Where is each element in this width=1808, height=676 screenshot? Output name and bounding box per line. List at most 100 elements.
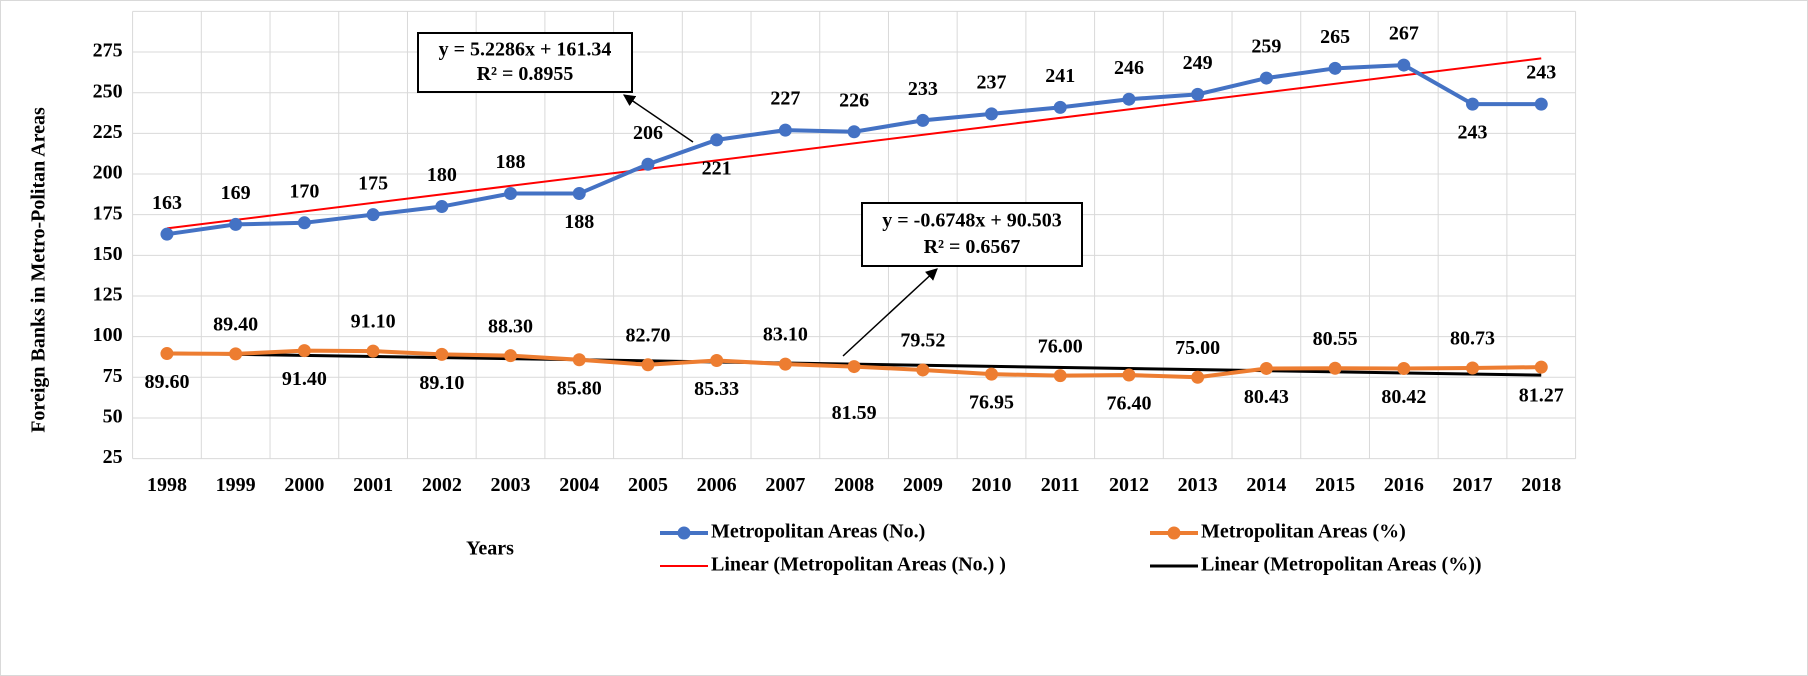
data-label: 85.33 <box>694 378 739 400</box>
marker <box>160 227 174 241</box>
data-label: 227 <box>770 88 800 110</box>
y-tick-label: 175 <box>93 202 123 224</box>
marker <box>1259 71 1273 85</box>
data-label: 249 <box>1183 52 1213 74</box>
marker <box>504 349 518 363</box>
marker <box>366 344 380 358</box>
marker <box>1534 97 1548 111</box>
x-tick-label: 2016 <box>1384 474 1424 496</box>
marker <box>572 187 586 201</box>
marker <box>229 217 243 231</box>
x-tick-label: 2004 <box>559 474 599 496</box>
x-tick-label: 2015 <box>1315 474 1355 496</box>
data-label: 80.42 <box>1381 386 1426 408</box>
marker <box>435 347 449 361</box>
x-tick-label: 2014 <box>1246 474 1286 496</box>
marker <box>160 347 174 361</box>
x-tick-label: 2006 <box>697 474 737 496</box>
data-label: 81.27 <box>1519 385 1564 407</box>
y-tick-label: 225 <box>93 121 123 143</box>
data-label: 75.00 <box>1175 337 1220 359</box>
marker <box>229 347 243 361</box>
data-label: 88.30 <box>488 315 533 337</box>
x-tick-label: 2018 <box>1521 474 1561 496</box>
marker <box>1122 92 1136 106</box>
marker <box>1328 61 1342 75</box>
y-tick-label: 250 <box>93 80 123 102</box>
annotation-equation: y = -0.6748x + 90.503 <box>882 209 1061 231</box>
legend-marker <box>677 526 691 540</box>
data-label: 85.80 <box>557 377 602 399</box>
x-tick-label: 2011 <box>1041 474 1080 496</box>
data-label: 82.70 <box>625 324 670 346</box>
x-tick-label: 2003 <box>491 474 531 496</box>
y-tick-label: 275 <box>93 40 123 62</box>
x-tick-label: 2005 <box>628 474 668 496</box>
data-label: 80.73 <box>1450 328 1495 350</box>
marker <box>297 344 311 358</box>
data-label: 259 <box>1251 36 1281 58</box>
marker <box>1053 369 1067 383</box>
x-tick-label: 2007 <box>765 474 805 496</box>
marker <box>985 107 999 121</box>
data-label: 76.00 <box>1038 335 1083 357</box>
legend-label: Metropolitan Areas (%) <box>1201 521 1406 543</box>
legend-label: Metropolitan Areas (No.) <box>711 521 925 543</box>
annotation-box <box>417 32 633 93</box>
x-tick-label: 2017 <box>1453 474 1493 496</box>
y-axis-title: Foreign Banks in Metro-Politan Areas <box>28 107 50 433</box>
marker <box>572 353 586 367</box>
marker <box>710 133 724 147</box>
marker <box>504 187 518 201</box>
annotation-r2: R² = 0.6567 <box>924 236 1021 258</box>
data-label: 81.59 <box>832 402 877 424</box>
x-tick-label: 2010 <box>972 474 1012 496</box>
marker <box>985 367 999 381</box>
marker <box>641 157 655 171</box>
marker <box>1397 361 1411 375</box>
data-label: 175 <box>358 172 388 194</box>
marker <box>1191 370 1205 384</box>
x-tick-label: 2012 <box>1109 474 1149 496</box>
marker <box>1191 87 1205 101</box>
data-label: 267 <box>1389 23 1419 45</box>
marker <box>1466 97 1480 111</box>
marker <box>916 113 930 127</box>
data-label: 226 <box>839 89 869 111</box>
marker <box>1466 361 1480 375</box>
marker <box>366 208 380 222</box>
marker <box>435 200 449 214</box>
data-label: 163 <box>152 192 182 214</box>
data-label: 170 <box>289 180 319 202</box>
x-tick-label: 2002 <box>422 474 462 496</box>
legend-label: Linear (Metropolitan Areas (%)) <box>1201 554 1482 576</box>
data-label: 91.40 <box>282 368 327 390</box>
x-tick-label: 2013 <box>1178 474 1218 496</box>
y-tick-label: 50 <box>103 406 123 428</box>
y-tick-label: 200 <box>93 162 123 184</box>
marker <box>847 360 861 374</box>
marker <box>710 353 724 367</box>
y-tick-label: 75 <box>103 365 123 387</box>
data-label: 89.10 <box>419 372 464 394</box>
x-tick-label: 1998 <box>147 474 187 496</box>
data-label: 80.43 <box>1244 386 1289 408</box>
marker <box>1122 368 1136 382</box>
data-label: 246 <box>1114 57 1144 79</box>
data-label: 169 <box>221 182 251 204</box>
x-tick-label: 2000 <box>284 474 324 496</box>
data-label: 188 <box>564 211 594 233</box>
y-tick-label: 150 <box>93 243 123 265</box>
data-label: 265 <box>1320 26 1350 48</box>
data-label: 206 <box>633 122 663 144</box>
annotation-arrow <box>842 268 938 357</box>
data-label: 243 <box>1526 62 1556 84</box>
annotation-equation: y = 5.2286x + 161.34 <box>439 38 612 60</box>
x-tick-label: 2008 <box>834 474 874 496</box>
marker <box>916 363 930 377</box>
data-label: 241 <box>1045 65 1075 87</box>
legend-label: Linear (Metropolitan Areas (No.) ) <box>711 554 1006 576</box>
data-label: 221 <box>702 157 732 179</box>
